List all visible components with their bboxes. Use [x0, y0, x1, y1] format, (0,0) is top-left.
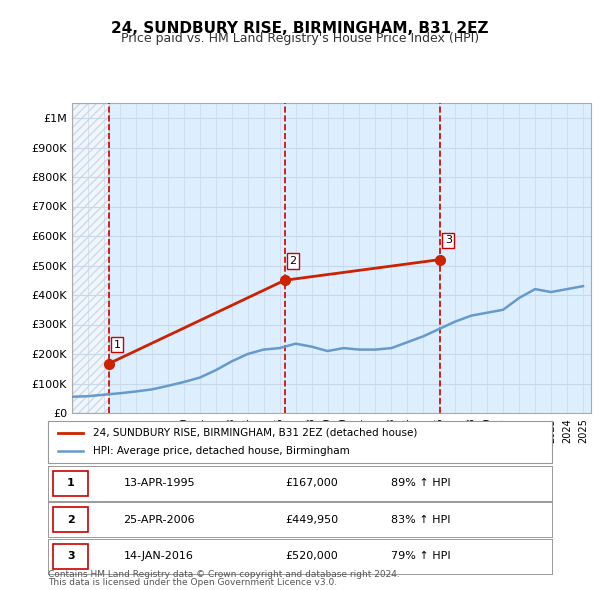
Text: 79% ↑ HPI: 79% ↑ HPI [391, 552, 451, 561]
Text: 3: 3 [67, 552, 74, 561]
Text: 25-APR-2006: 25-APR-2006 [124, 515, 195, 525]
Bar [72, 103, 109, 413]
Text: Price paid vs. HM Land Registry's House Price Index (HPI): Price paid vs. HM Land Registry's House … [121, 32, 479, 45]
Text: 13-APR-1995: 13-APR-1995 [124, 478, 195, 488]
Text: 2: 2 [290, 256, 296, 266]
Text: HPI: Average price, detached house, Birmingham: HPI: Average price, detached house, Birm… [94, 446, 350, 456]
Text: 24, SUNDBURY RISE, BIRMINGHAM, B31 2EZ: 24, SUNDBURY RISE, BIRMINGHAM, B31 2EZ [111, 21, 489, 35]
Text: £449,950: £449,950 [285, 515, 338, 525]
Text: 83% ↑ HPI: 83% ↑ HPI [391, 515, 450, 525]
Text: 14-JAN-2016: 14-JAN-2016 [124, 552, 193, 561]
Text: 89% ↑ HPI: 89% ↑ HPI [391, 478, 451, 488]
Text: 1: 1 [113, 339, 121, 349]
Text: 24, SUNDBURY RISE, BIRMINGHAM, B31 2EZ (detached house): 24, SUNDBURY RISE, BIRMINGHAM, B31 2EZ (… [94, 428, 418, 438]
Text: 1: 1 [67, 478, 74, 488]
Text: £167,000: £167,000 [285, 478, 338, 488]
FancyBboxPatch shape [53, 544, 88, 569]
FancyBboxPatch shape [53, 471, 88, 496]
Text: Contains HM Land Registry data © Crown copyright and database right 2024.: Contains HM Land Registry data © Crown c… [48, 571, 400, 579]
Text: 2: 2 [67, 515, 74, 525]
Text: This data is licensed under the Open Government Licence v3.0.: This data is licensed under the Open Gov… [48, 578, 337, 587]
Text: 3: 3 [445, 235, 452, 245]
Text: £520,000: £520,000 [285, 552, 338, 561]
FancyBboxPatch shape [53, 507, 88, 532]
